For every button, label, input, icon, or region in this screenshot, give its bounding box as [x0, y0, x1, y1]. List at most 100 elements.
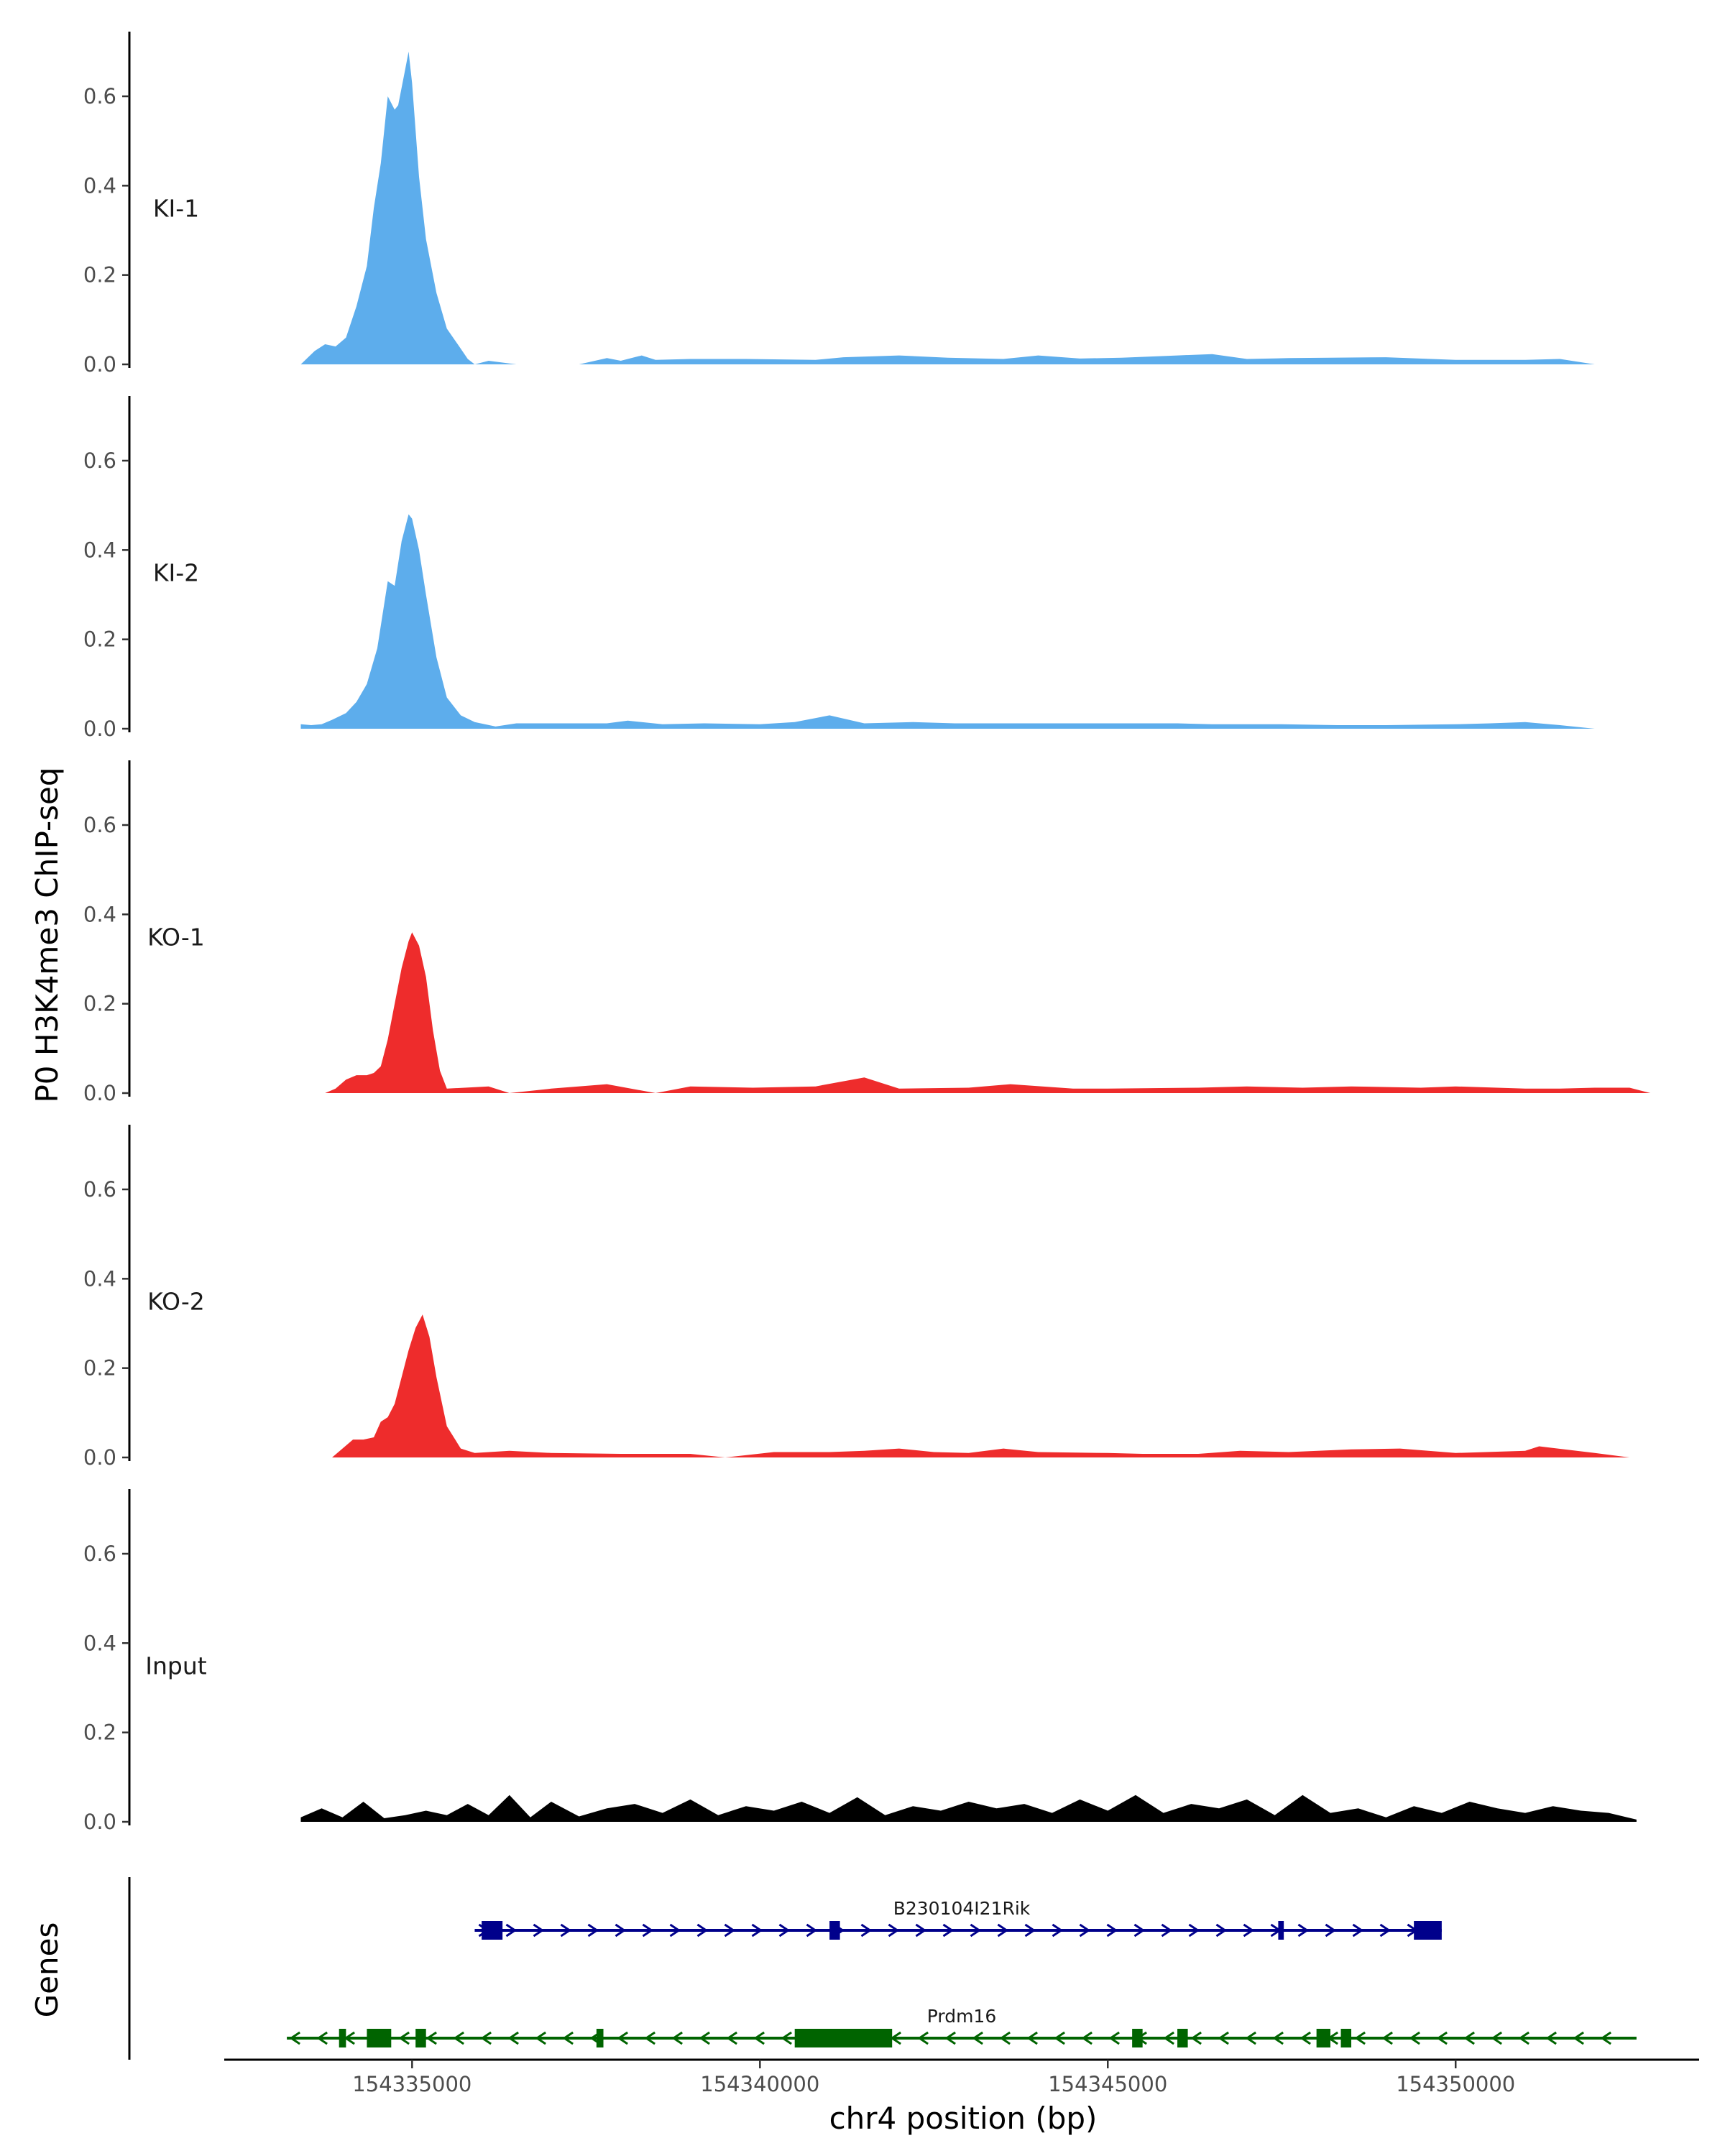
strand-arrow: [642, 1923, 654, 1938]
strand-arrow: [1352, 1923, 1364, 1938]
x-tick-label: 154340000: [700, 2072, 819, 2096]
y-tick-label: 0.0: [83, 717, 116, 741]
exon: [1414, 1921, 1442, 1940]
strand-arrow: [505, 1923, 518, 1938]
y-tick-label: 0.0: [83, 1810, 116, 1834]
strand-arrow: [1054, 2031, 1065, 2045]
strand-arrow: [1518, 2031, 1530, 2045]
strand-arrow: [453, 2031, 464, 2045]
strand-arrow: [724, 1923, 736, 1938]
strand-arrow: [1272, 2031, 1284, 2045]
strand-arrow: [507, 2031, 519, 2045]
y-tick-label: 0.0: [83, 352, 116, 377]
strand-arrow: [1379, 1923, 1392, 1938]
strand-arrow: [781, 2031, 792, 2045]
track-ki-1: 0.0 0.2 0.4 0.6 KI-1: [83, 32, 1595, 377]
exon: [1316, 2029, 1330, 2047]
x-tick-label: 154335000: [352, 2072, 472, 2096]
x-tick-label: 154350000: [1396, 2072, 1515, 2096]
y-tick-label: 0.6: [83, 1542, 116, 1566]
exon: [1278, 1921, 1284, 1940]
strand-arrow: [997, 1923, 1009, 1938]
track-ki-2: 0.0 0.2 0.4 0.6 KI-2: [83, 396, 1595, 741]
gene-label: Prdm16: [927, 2006, 997, 2027]
strand-arrow: [696, 1923, 709, 1938]
y-tick-label: 0.2: [83, 263, 116, 287]
exon: [794, 2029, 893, 2047]
strand-arrow: [587, 1923, 599, 1938]
gene-b230104i21rik: B230104I21Rik: [474, 1898, 1442, 1940]
track-label: Input: [145, 1651, 207, 1680]
strand-arrow: [671, 2031, 683, 2045]
y-tick-label: 0.2: [83, 1720, 116, 1745]
strand-arrow: [426, 2031, 437, 2045]
y-tick-label: 0.2: [83, 992, 116, 1016]
strand-arrow: [1409, 2031, 1420, 2045]
strand-arrow: [1300, 2031, 1311, 2045]
strand-arrow: [1079, 1923, 1091, 1938]
coverage-area-input: [300, 1795, 1637, 1822]
y-tick-label: 0.6: [83, 813, 116, 837]
strand-arrow: [1218, 2031, 1229, 2045]
x-axis-title: chr4 position (bp): [829, 2101, 1098, 2136]
exon: [367, 2029, 392, 2047]
strand-arrow: [1052, 1923, 1064, 1938]
y-tick-label: 0.4: [83, 173, 116, 198]
strand-arrow: [1161, 1923, 1173, 1938]
strand-arrow: [644, 2031, 656, 2045]
strand-arrow: [1190, 2031, 1202, 2045]
y-tick-label: 0.4: [83, 538, 116, 562]
strand-arrow: [999, 2031, 1011, 2045]
coverage-area-ki-2: [300, 514, 1595, 729]
y-tick-label: 0.0: [83, 1081, 116, 1105]
strand-arrow: [1106, 1923, 1118, 1938]
strand-arrow: [615, 1923, 627, 1938]
track-ko-2: 0.0 0.2 0.4 0.6 KO-2: [83, 1125, 1630, 1470]
strand-arrow: [1024, 1923, 1036, 1938]
y-tick-label: 0.2: [83, 1356, 116, 1381]
strand-arrow: [533, 1923, 545, 1938]
strand-arrow: [944, 2031, 956, 2045]
x-axis: 154335000 154340000 154345000 154350000: [224, 2058, 1699, 2096]
coverage-tracks: 0.00.20.40.6KI-10.00.20.40.6KI-20.00.20.…: [83, 32, 1651, 1834]
strand-arrow: [915, 1923, 927, 1938]
strand-arrow: [972, 2031, 983, 2045]
strand-arrow: [1026, 2031, 1038, 2045]
strand-arrow: [1436, 2031, 1448, 2045]
y-tick-label: 0.4: [83, 902, 116, 926]
strand-arrow: [1245, 2031, 1256, 2045]
strand-arrow: [480, 2031, 492, 2045]
strand-arrow: [917, 2031, 929, 2045]
strand-arrow: [726, 2031, 737, 2045]
y-tick-label: 0.6: [83, 448, 116, 473]
strand-arrow: [1325, 1923, 1337, 1938]
strand-arrow: [562, 2031, 574, 2045]
strand-arrow: [535, 2031, 546, 2045]
strand-arrow: [1215, 1923, 1228, 1938]
y-tick-label: 0.4: [83, 1266, 116, 1291]
strand-arrow: [942, 1923, 954, 1938]
y-axis-title: P0 H3K4me3 ChIP-seq: [29, 767, 65, 1102]
strand-arrow: [806, 1923, 818, 1938]
gene-prdm16: Prdm16: [287, 2006, 1637, 2047]
genes-axis-title: Genes: [29, 1922, 65, 2018]
track-label: KO-1: [147, 923, 205, 951]
strand-arrow: [398, 2031, 410, 2045]
strand-arrow: [1573, 2031, 1584, 2045]
exon: [482, 1921, 503, 1940]
strand-arrow: [1108, 2031, 1120, 2045]
strand-arrow: [1381, 2031, 1393, 2045]
strand-arrow: [753, 2031, 765, 2045]
strand-arrow: [289, 2031, 300, 2045]
exon: [339, 2029, 346, 2047]
track-label: KI-2: [153, 558, 199, 586]
strand-arrow: [1133, 1923, 1146, 1938]
strand-arrow: [1297, 1923, 1310, 1938]
genes-panel: B230104I21Rik Prdm16: [128, 1877, 1637, 2060]
strand-arrow: [1491, 2031, 1502, 2045]
y-tick-label: 0.4: [83, 1631, 116, 1655]
y-tick-label: 0.6: [83, 84, 116, 109]
exon: [1177, 2029, 1188, 2047]
gene-label: B230104I21Rik: [893, 1898, 1031, 1919]
